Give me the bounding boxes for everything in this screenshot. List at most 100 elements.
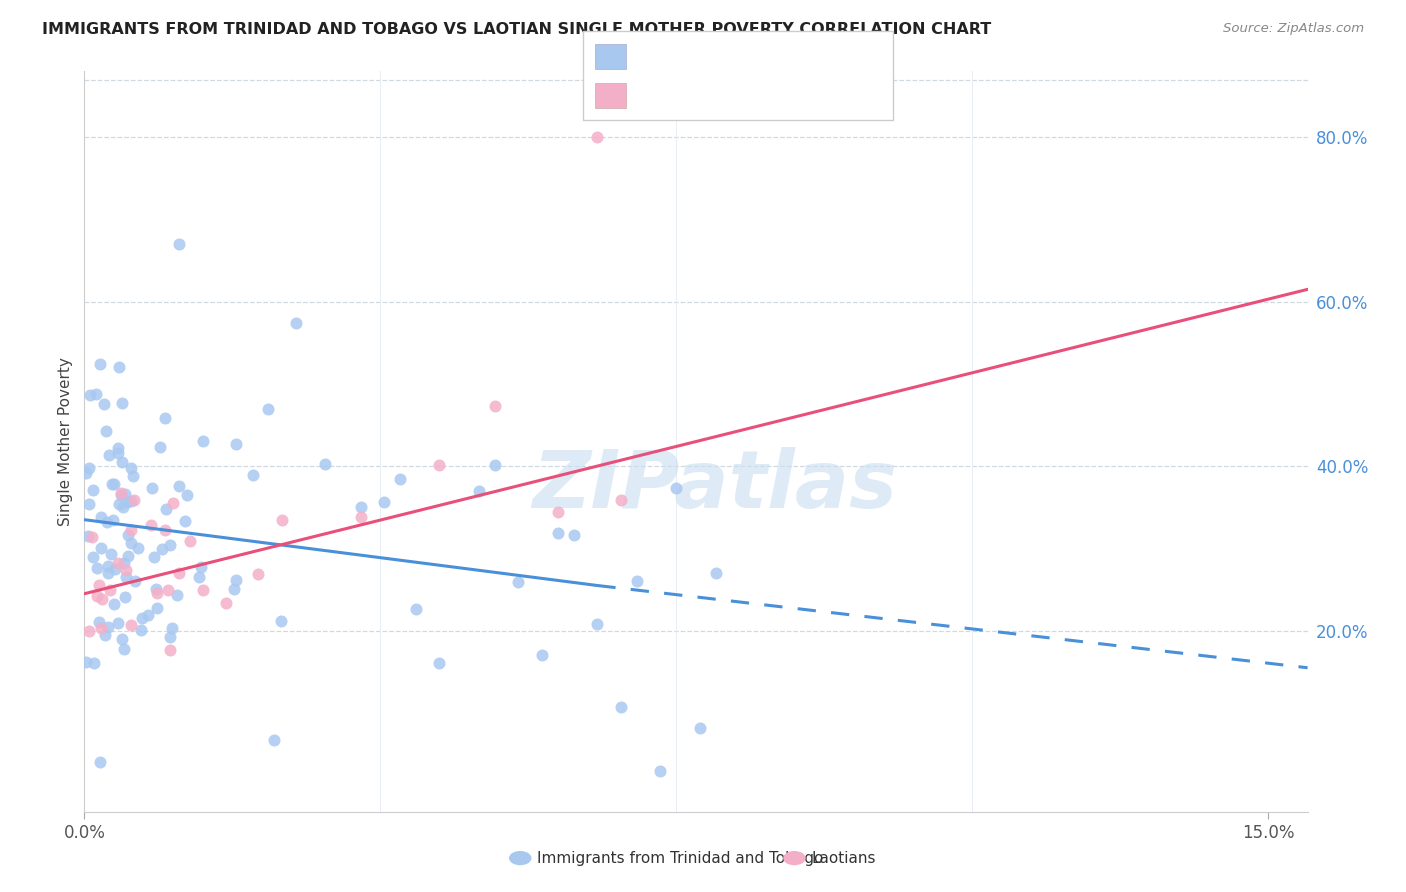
Point [484,458,506,472]
Point [405,602,427,616]
Point [97,619,120,633]
Point [108,359,131,374]
Point [626,574,648,588]
Point [80,530,103,544]
Point [270,614,292,628]
Point [131,611,153,625]
Point [562,528,585,542]
Point [314,457,336,471]
Point [100,547,122,561]
Point [429,657,451,671]
Point [188,569,211,583]
Point [167,566,190,580]
Point [91,592,114,607]
Point [94,627,117,641]
Point [129,623,152,637]
Text: Laotians: Laotians [811,851,876,865]
Point [111,455,134,469]
Point [112,556,135,570]
Point [153,411,176,425]
Point [547,526,569,541]
Text: -0.144: -0.144 [679,43,740,61]
Point [610,700,633,714]
Point [120,461,142,475]
Point [87,615,110,629]
Point [270,513,292,527]
Point [225,574,247,588]
Point [122,469,145,483]
Point [82,483,104,497]
Point [82,549,104,564]
Point [115,495,138,509]
Point [146,600,169,615]
Point [193,434,215,449]
Point [117,549,139,563]
Point [167,478,190,492]
Point [114,486,136,500]
Text: 103: 103 [782,43,811,61]
Point [159,642,181,657]
Point [112,500,135,514]
Point [114,563,136,577]
Point [120,618,142,632]
Point [547,505,569,519]
Point [159,538,181,552]
Point [242,468,264,483]
Point [150,541,173,556]
Point [97,559,120,574]
Point [191,583,214,598]
Text: 0.427: 0.427 [679,83,730,101]
Point [101,476,124,491]
Point [127,541,149,555]
Point [117,528,139,542]
Point [155,502,177,516]
Point [141,481,163,495]
Point [484,399,506,413]
Y-axis label: Single Mother Poverty: Single Mother Poverty [58,357,73,526]
Point [160,621,183,635]
Point [124,574,146,588]
Point [122,493,145,508]
Point [98,448,121,462]
Point [75,655,97,669]
Point [111,632,134,646]
Point [77,461,100,475]
Point [97,566,120,580]
Point [89,756,111,770]
Point [167,237,190,252]
Point [94,424,117,438]
Point [96,515,118,529]
Point [98,583,121,598]
Text: Immigrants from Trinidad and Tobago: Immigrants from Trinidad and Tobago [537,851,824,865]
Point [143,550,166,565]
Point [468,483,491,498]
Point [508,574,530,589]
Point [112,641,135,656]
Point [79,387,101,401]
Point [120,536,142,550]
Point [79,624,101,638]
Point [146,585,169,599]
Point [650,764,672,778]
Point [86,561,108,575]
Point [153,523,176,537]
Text: N =: N = [740,83,800,101]
Point [665,481,688,495]
Point [349,509,371,524]
Point [103,476,125,491]
Text: R =: R = [634,83,685,101]
Point [107,556,129,570]
Point [162,496,184,510]
Point [284,316,307,330]
Point [166,588,188,602]
Point [114,590,136,604]
Text: IMMIGRANTS FROM TRINIDAD AND TOBAGO VS LAOTIAN SINGLE MOTHER POVERTY CORRELATION: IMMIGRANTS FROM TRINIDAD AND TOBAGO VS L… [42,22,991,37]
Point [75,467,97,481]
Point [215,596,238,610]
Point [108,497,131,511]
Point [222,582,245,596]
Point [263,733,285,747]
Text: ZIPatlas: ZIPatlas [531,447,897,525]
Point [190,559,212,574]
Point [389,472,412,486]
